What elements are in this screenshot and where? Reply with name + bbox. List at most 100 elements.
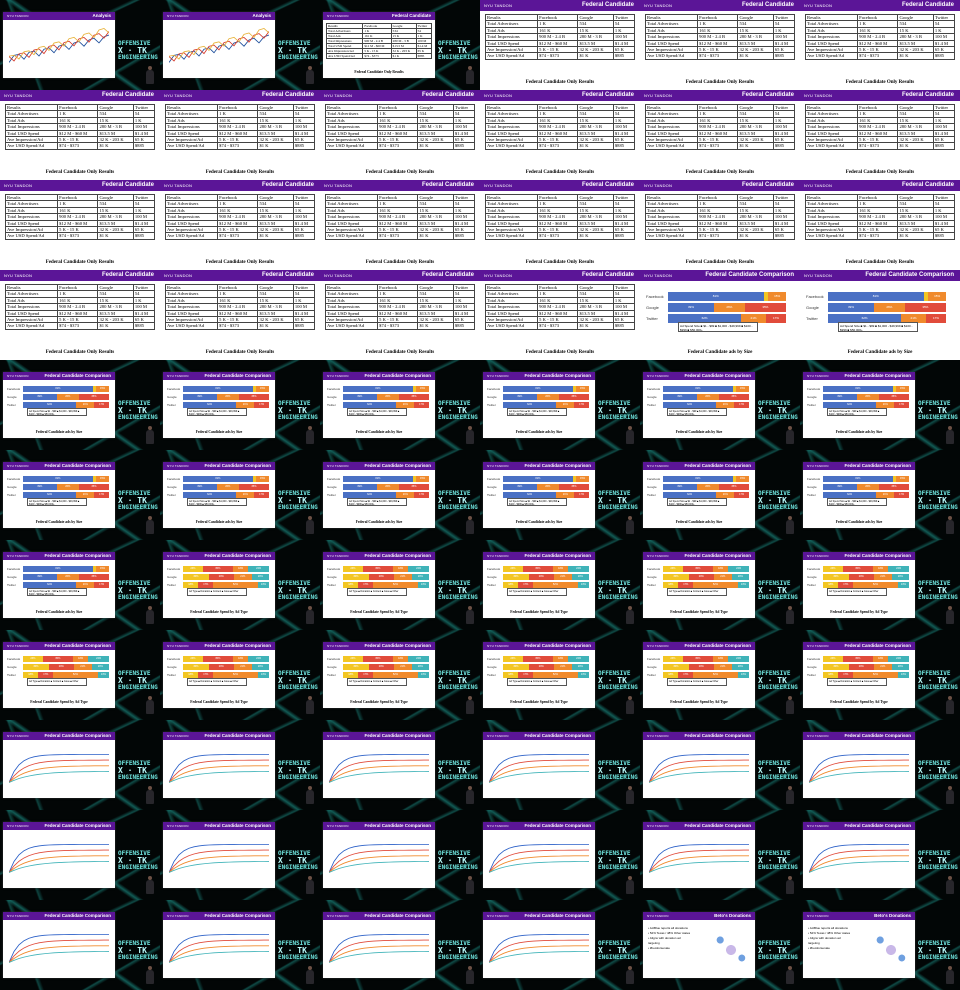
chart-legend: Ad Spend Size ■ $1 - $99 ■ $1,000 - $49,… [27,408,87,416]
bar-segment: 24% [888,566,909,572]
series-line [8,939,109,963]
bar-segment: 39% [828,303,875,312]
presentation-slide: NYU TANDON Federal Candidate Comparison Fa… [323,372,435,438]
stage-brand-line: X · TK [278,496,307,505]
table-row: Ave USD Spend/Ad $74 - $373 $1 K $885 [644,52,796,60]
series-line [8,765,109,783]
bar-label: Twitter [167,403,176,407]
stage-brand-line: X · TK [918,586,947,595]
table-cell: 32 K - 203 K [737,45,774,54]
bar-row: Twitter 18% 17% 52% 13% [487,582,589,588]
bar-segment: 23% [823,566,843,572]
stage-brand-line: X · TK [918,946,947,955]
bar-segment: 35% [718,484,749,490]
stacked-bar-chart: Facebook 81% 15% Google 39% 26% 35% Twitter 62% 2… [167,476,269,500]
stage-brand-line: X · TK [598,496,627,505]
bar-segment: 17% [838,672,854,678]
table-row: Ave USD Spend/Ad $74 - $373 $1 K $885 [4,322,156,330]
bar-row: Facebook 81% 15% [327,386,429,392]
bar-segment: 35% [682,566,713,572]
presentation-slide: NYU TANDON Federal Candidate Comparison Fa… [323,552,435,618]
bar-segment: 81% [343,386,413,392]
bar-segment: 52% [693,672,738,678]
presentation-slide: NYU TANDON Federal Candidate Comparison Fa… [483,642,595,708]
table-cell: 280 M - 3 B [257,303,294,311]
series-line [488,951,590,963]
bar-label: Twitter [327,493,336,497]
table-row: Results Facebook Google Twitter [164,193,316,202]
series-line [168,861,270,873]
bar-row: Twitter 18% 17% 52% 13% [807,582,909,588]
bar-segment: 24% [408,566,429,572]
bar-row: Twitter 62% 21% 17% [806,314,946,323]
bar-row: Twitter 18% 17% 52% 13% [807,672,909,678]
bar-track: 18% 17% 52% 13% [663,582,749,588]
stage-brand-line: OFFENSIVE [118,580,151,587]
slide-header: NYU TANDON Federal Candidate Comparison [3,552,115,560]
series-line [328,861,430,873]
speaker-figure [626,426,634,444]
bar-track: 18% 17% 52% 13% [503,672,589,678]
results-table: Results Facebook Google Twitter Total Advert… [804,193,956,240]
table-row: Ave USD Spend/Ad $74 - $373 $1 K $885 [324,322,476,330]
bar-row: Twitter 62% 21% 17% [167,492,269,498]
slide-caption: Federal Candidate Only Results [525,350,595,355]
bar-segment: 15% [576,476,589,482]
slide-title: Federal Candidate Comparison [705,272,794,278]
stage-brand-line: ENGINEERING [118,684,158,691]
bar-segment: 39% [183,484,217,490]
stage-brand: OFFENSIVE X · TK ENGINEERING [918,400,960,421]
video-frame: NYU TANDON Federal Candidate Results Facebo… [640,90,800,180]
stage-brand: OFFENSIVE X · TK ENGINEERING [758,400,800,421]
stage-brand-line: OFFENSIVE [598,760,631,767]
bar-segment [412,386,417,392]
slide-title: Beto's Donations [874,913,911,918]
bar-segment [892,476,897,482]
bar-segment: 23% [343,656,363,662]
table-cell: $74 - $373 [697,232,739,240]
slide-header: NYU TANDON Federal Candidate [323,12,435,20]
bar-label: Facebook [807,477,821,481]
table-cell: Ave USD Spend/Ad [804,52,859,60]
bar-segment: 21% [76,492,95,498]
chart-legend: Ad Spend Size ■ $1 - $99 ■ $1,000 - $49,… [187,408,247,416]
stacked-bar-chart: Facebook 81% 15% Google 39% 26% 35% Twitter 62% 2… [7,386,109,410]
speaker-figure [626,606,634,624]
slide-title: Federal Candidate Comparison [844,823,911,828]
bar-label: Google [647,395,657,399]
stacked-bar-chart: Facebook 23% 35% 18% 24% Google 30% 29% 21% 20% Tw… [327,656,429,680]
nyu-logo: NYU TANDON [7,914,29,918]
series-line [328,945,429,963]
slide-caption: Federal Candidate Only Results [685,260,755,265]
slide-title: Federal Candidate Comparison [524,913,591,918]
table-cell: $74 - $373 [537,232,579,240]
table-cell: Ave USD Spend/Ad [4,322,59,330]
table-row: Total Impressions 900 M - 2.4 B 280 M - 3 … [484,303,636,311]
presentation-slide: NYU TANDON Federal Candidate Comparison [163,912,275,978]
table-cell: Ave USD Spend/Ad [4,142,59,150]
slide-header: NYU TANDON Federal Candidate [0,180,160,191]
table-cell: $1.4 M [452,309,476,318]
slide-title: Federal Candidate Comparison [524,733,591,738]
stacked-bar-chart: Facebook 23% 35% 18% 24% Google 30% 29% 21% 20% Tw… [167,566,269,590]
speaker-figure [946,606,954,624]
video-frame: OFFENSIVE X · TK ENGINEERING NYU TANDON Fede… [480,360,640,450]
video-frame: OFFENSIVE X · TK ENGINEERING NYU TANDON Beto… [800,900,960,990]
nyu-logo: NYU TANDON [7,824,29,828]
table-cell: $13.5 M [897,129,934,138]
chart-legend: Ad Type ■ Donation ■ Content ■ Issue ■ O… [507,588,567,596]
results-table: Results Facebook Google Twitter Total Advert… [484,13,636,60]
bar-label: Google [7,485,17,489]
table-cell: $1.4 M [932,39,956,48]
bar-track: 39% 26% 35% [823,394,909,400]
presentation-slide: NYU TANDON Federal Candidate Comparison Fa… [643,552,755,618]
slide-caption: Federal Candidate ads by Size [35,430,83,434]
slide-title: Federal Candidate [261,182,314,188]
table-row: Ave USD Spend/Ad $74 - $373 $1 K $885 [484,52,636,60]
table-row: Total Advertisers 1 K 534 54 [164,200,316,208]
stage-brand-line: ENGINEERING [438,684,478,691]
bar-track: 62% 21% 17% [343,492,429,498]
speaker-figure [306,696,314,714]
slide-caption: Federal Candidate Only Results [845,80,915,85]
